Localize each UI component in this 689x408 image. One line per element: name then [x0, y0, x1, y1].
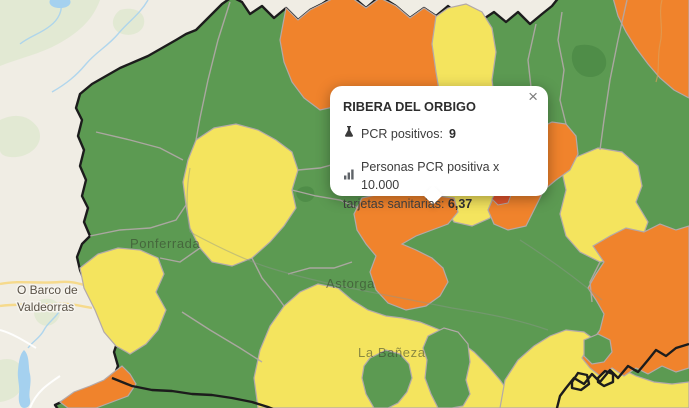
- label-obarco-line2: Valdeorras: [17, 300, 74, 314]
- label-ponferrada: Ponferrada: [130, 236, 200, 251]
- place-labels: O Barco de Valdeorras Ponferrada Astorga…: [16, 236, 426, 360]
- flask-icon: [343, 125, 355, 143]
- bar-chart-icon: [343, 167, 355, 185]
- stat-rate-text1: Personas PCR positiva x 10.000: [361, 159, 500, 192]
- stat-rate-value: 6,37: [447, 196, 473, 211]
- green-islands: [361, 327, 613, 408]
- close-icon[interactable]: ×: [528, 87, 538, 106]
- stat-rate-line1: Personas PCR positiva x 10.000: [343, 158, 534, 194]
- map-region[interactable]: [79, 247, 167, 355]
- stat-pcr-label: PCR positivos:: [361, 126, 443, 141]
- stat-pcr-positives: PCR positivos: 9: [343, 125, 534, 143]
- stat-rate-line2: tarjetas sanitarias: 6,37: [343, 195, 534, 213]
- map-region[interactable]: [422, 327, 471, 408]
- map-region[interactable]: [182, 123, 299, 267]
- map-region[interactable]: [583, 333, 613, 365]
- popup-title: RIBERA DEL ORBIGO: [343, 99, 476, 114]
- stat-rate-text2: tarjetas sanitarias:: [343, 196, 448, 211]
- label-obarco-line1: O Barco de: [17, 283, 78, 297]
- basemap-layer: [0, 0, 149, 408]
- label-astorga: Astorga: [326, 276, 375, 291]
- map-region[interactable]: [58, 365, 137, 408]
- overlay-roads: [186, 0, 663, 331]
- map-region[interactable]: [581, 223, 689, 377]
- stat-pcr-value: 9: [448, 126, 456, 141]
- label-labaneza: La Bañeza: [358, 345, 426, 360]
- internal-borders: [89, 0, 628, 363]
- map-region[interactable]: [361, 349, 413, 408]
- popup: × RIBERA DEL ORBIGO PCR positivos: 9: [330, 86, 548, 211]
- province-borders: [111, 342, 689, 408]
